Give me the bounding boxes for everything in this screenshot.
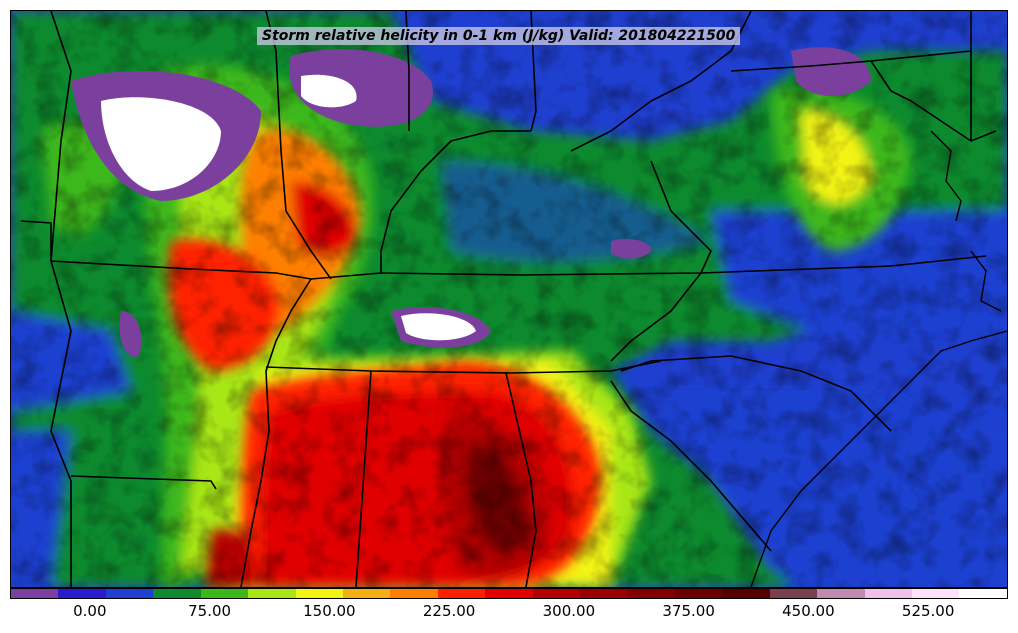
colorbar-segment (390, 589, 438, 598)
colorbar-segment (532, 589, 581, 598)
colorbar-segment (105, 589, 154, 598)
colorbar-tick-label: 150.00 (303, 602, 356, 620)
colorbar-tick-label: 300.00 (542, 602, 596, 620)
colorbar-tick-label: 0.00 (73, 602, 107, 620)
colorbar-segment (58, 589, 106, 598)
colorbar-tick-labels: 0.00 75.00 150.00 225.00 300.00 375.00 450.00 5… (10, 602, 1008, 624)
colorbar-segment (200, 589, 249, 598)
colorbar-segment (912, 589, 960, 598)
colorbar-segment (769, 589, 818, 598)
colorbar-segment (722, 589, 770, 598)
map-title: Storm relative helicity in 0-1 km (J/kg)… (257, 27, 741, 45)
colorbar-segment (627, 589, 675, 598)
colorbar-segment (248, 589, 296, 598)
state-borders (20, 11, 997, 587)
colorbar-segment (153, 589, 201, 598)
colorbar-tick-label: 375.00 (662, 602, 715, 620)
colorbar-segment (674, 589, 723, 598)
colorbar-segment (580, 589, 628, 598)
field-purple-patches (71, 47, 871, 357)
coastline (750, 130, 1007, 587)
colorbar-tick-label: 525.00 (901, 602, 955, 620)
colorbar-segment (342, 589, 391, 598)
colorbar-segment (437, 589, 486, 598)
helicity-map (11, 11, 1007, 587)
colorbar-segment (817, 589, 865, 598)
colorbar-segment (864, 589, 913, 598)
colorbar-segment (959, 589, 1007, 598)
colorbar (10, 588, 1008, 599)
colorbar-tick-label: 225.00 (422, 602, 476, 620)
colorbar-segment (295, 589, 343, 598)
colorbar-tick-label: 75.00 (188, 602, 232, 620)
map-panel: Storm relative helicity in 0-1 km (J/kg)… (10, 10, 1008, 588)
colorbar-segment (11, 589, 59, 598)
colorbar-tick-label: 450.00 (782, 602, 835, 620)
colorbar-segment (485, 589, 533, 598)
